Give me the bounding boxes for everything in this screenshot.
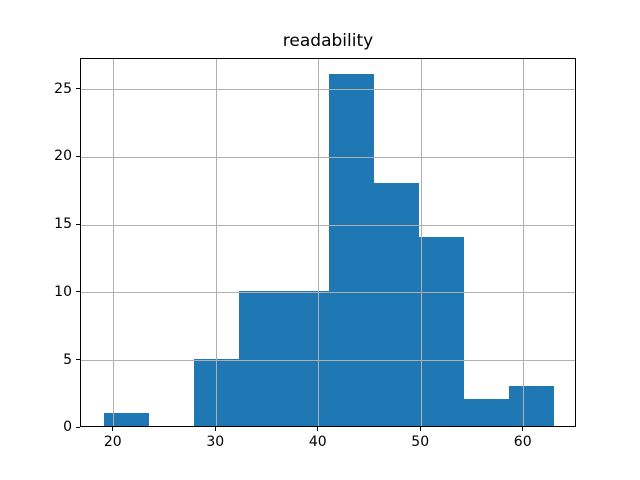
y-tick-label: 15 bbox=[54, 216, 72, 233]
histogram-bar bbox=[464, 399, 510, 427]
y-tick-label: 20 bbox=[54, 148, 72, 165]
x-tick-mark bbox=[112, 427, 114, 432]
x-tick-label: 40 bbox=[308, 434, 327, 451]
histogram-bar bbox=[283, 290, 329, 427]
y-tick-mark bbox=[76, 223, 80, 225]
y-tick-mark bbox=[76, 426, 80, 428]
plot-area bbox=[80, 57, 576, 428]
histogram-bar bbox=[419, 236, 465, 427]
gridline bbox=[215, 58, 217, 427]
x-tick-mark bbox=[522, 427, 524, 432]
gridline bbox=[81, 224, 575, 226]
chart-title: readability bbox=[282, 31, 374, 51]
histogram-bar bbox=[374, 182, 420, 427]
y-tick-label: 25 bbox=[54, 80, 72, 97]
y-tick-label: 0 bbox=[63, 419, 72, 436]
gridline bbox=[113, 58, 115, 427]
gridline bbox=[81, 156, 575, 158]
histogram-bar bbox=[509, 385, 555, 427]
histogram-bar bbox=[103, 412, 149, 427]
y-tick-mark bbox=[76, 291, 80, 293]
gridline bbox=[523, 58, 525, 427]
gridline bbox=[81, 89, 575, 91]
histogram-bar bbox=[238, 290, 284, 427]
y-tick-mark bbox=[76, 359, 80, 360]
x-tick-label: 20 bbox=[103, 434, 122, 451]
x-tick-mark bbox=[317, 427, 319, 432]
x-tick-label: 60 bbox=[513, 434, 532, 451]
gridline bbox=[81, 360, 575, 361]
x-tick-mark bbox=[419, 427, 421, 432]
y-tick-mark bbox=[76, 155, 80, 157]
x-tick-mark bbox=[214, 427, 216, 432]
y-tick-label: 10 bbox=[54, 283, 72, 300]
gridline bbox=[318, 58, 320, 427]
gridline bbox=[420, 58, 422, 427]
y-tick-mark bbox=[76, 88, 80, 90]
y-tick-label: 5 bbox=[63, 351, 72, 368]
gridline bbox=[81, 292, 575, 294]
histogram-bar bbox=[329, 74, 375, 427]
x-tick-label: 30 bbox=[206, 434, 225, 451]
x-tick-label: 50 bbox=[411, 434, 430, 451]
